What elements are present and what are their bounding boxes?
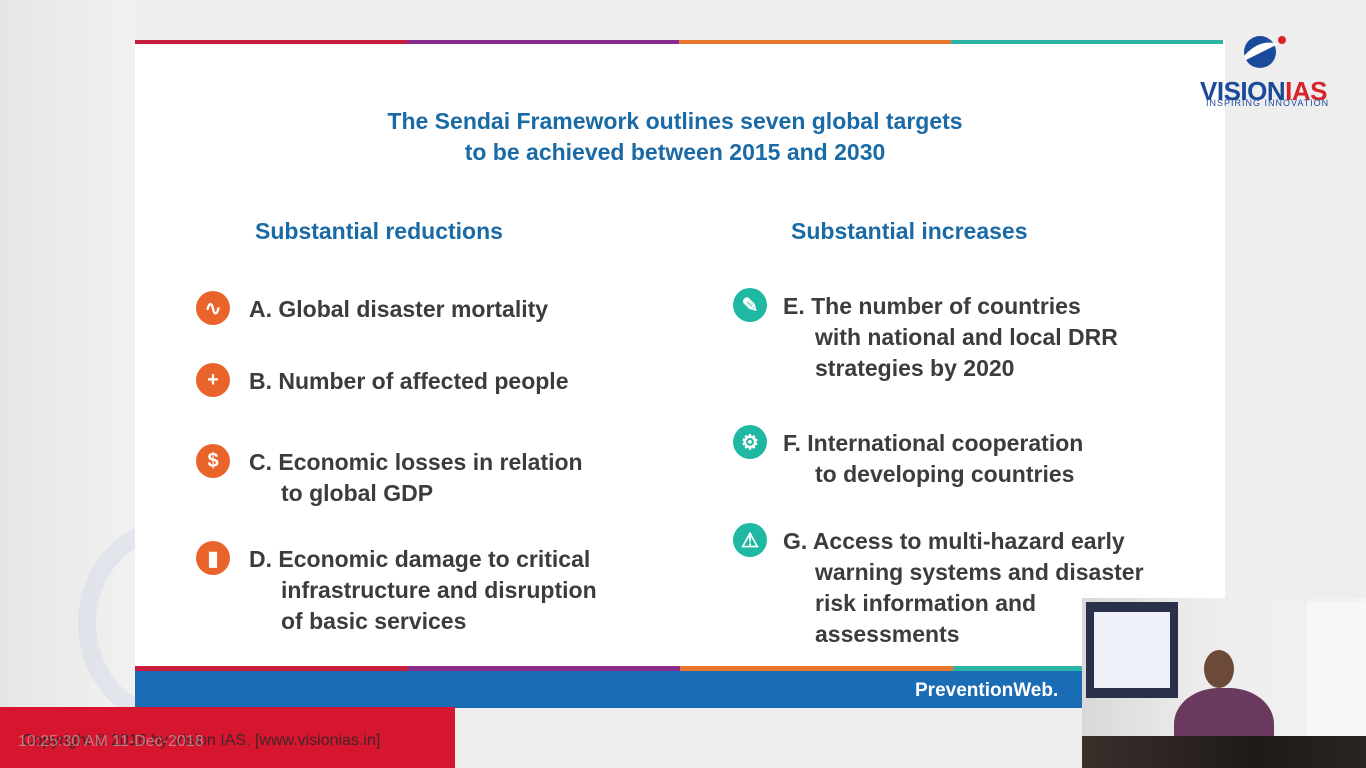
target-g-line-1: G. Access to multi-hazard early bbox=[783, 528, 1125, 554]
target-e-line-2: with national and local DRR bbox=[815, 324, 1118, 350]
source-label: PreventionWeb. bbox=[915, 680, 1059, 701]
target-d-line-3: of basic services bbox=[281, 608, 467, 634]
infrastructure-icon: ▮ bbox=[196, 541, 230, 575]
target-c: $ C. Economic losses in relation to glob… bbox=[196, 444, 583, 509]
heartbeat-icon: ∿ bbox=[196, 291, 230, 325]
reductions-heading: Substantial reductions bbox=[255, 218, 503, 244]
target-e-line-3: strategies by 2020 bbox=[815, 355, 1015, 381]
target-f-line-1: F. International cooperation bbox=[783, 430, 1084, 456]
instructor-head bbox=[1204, 650, 1234, 688]
vision-ias-logo: VISIONIAS INSPIRING INNOVATION bbox=[1196, 30, 1336, 110]
target-f-line-2: to developing countries bbox=[815, 461, 1075, 487]
target-e: ✎ E. The number of countries with nation… bbox=[733, 288, 1118, 384]
target-g-line-4: assessments bbox=[815, 621, 960, 647]
slide-footer-band bbox=[135, 671, 1225, 708]
logo-globe-icon bbox=[1244, 36, 1286, 68]
target-g: ⚠ G. Access to multi-hazard early warnin… bbox=[733, 523, 1144, 650]
slide-title-line-2: to be achieved between 2015 and 2030 bbox=[464, 139, 886, 165]
increases-heading: Substantial increases bbox=[791, 218, 1028, 244]
classroom-screen bbox=[1086, 602, 1178, 698]
target-g-line-3: risk information and bbox=[815, 590, 1037, 616]
copyright-banner: Copyright © 2016 by Vision IAS. [www.vis… bbox=[0, 707, 455, 768]
target-d-line-1: D. Economic damage to critical bbox=[249, 546, 591, 572]
copyright-text: Copyright © 2016 by Vision IAS. [www.vis… bbox=[22, 732, 381, 749]
whiteboard bbox=[1307, 602, 1366, 762]
timestamp-overlay: 10:25:30 AM 11-Dec-2018 bbox=[18, 733, 204, 750]
slide-title: The Sendai Framework outlines seven glob… bbox=[235, 106, 1115, 168]
logo-word-vision: VISION bbox=[1200, 76, 1286, 106]
logo-tagline: INSPIRING INNOVATION bbox=[1206, 98, 1330, 108]
logo-word-ias: IAS bbox=[1285, 76, 1327, 106]
target-a: ∿ A. Global disaster mortality bbox=[196, 291, 549, 325]
target-c-line-2: to global GDP bbox=[281, 480, 434, 506]
logo-wordmark: VISIONIAS bbox=[1200, 76, 1327, 107]
target-f: ⚙ F. International cooperation to develo… bbox=[733, 425, 1084, 490]
dollar-icon: $ bbox=[196, 444, 230, 478]
target-d-line-2: infrastructure and disruption bbox=[281, 577, 597, 603]
slide-top-color-bar bbox=[135, 40, 1223, 44]
target-d: ▮ D. Economic damage to critical infrast… bbox=[196, 541, 597, 637]
cooperation-icon: ⚙ bbox=[733, 425, 767, 459]
warning-signal-icon: ⚠ bbox=[733, 523, 767, 557]
target-a-line-1: A. Global disaster mortality bbox=[249, 296, 549, 322]
target-g-line-2: warning systems and disaster bbox=[815, 559, 1144, 585]
plus-icon: + bbox=[196, 363, 230, 397]
instructor-video-feed bbox=[1082, 598, 1366, 768]
pencil-icon: ✎ bbox=[733, 288, 767, 322]
target-e-line-1: E. The number of countries bbox=[783, 293, 1081, 319]
presentation-slide: The Sendai Framework outlines seven glob… bbox=[135, 40, 1225, 708]
target-b: + B. Number of affected people bbox=[196, 363, 569, 397]
slide-title-line-1: The Sendai Framework outlines seven glob… bbox=[387, 108, 963, 134]
target-c-line-1: C. Economic losses in relation bbox=[249, 449, 583, 475]
audience-heads bbox=[1082, 736, 1366, 768]
target-b-line-1: B. Number of affected people bbox=[249, 368, 569, 394]
